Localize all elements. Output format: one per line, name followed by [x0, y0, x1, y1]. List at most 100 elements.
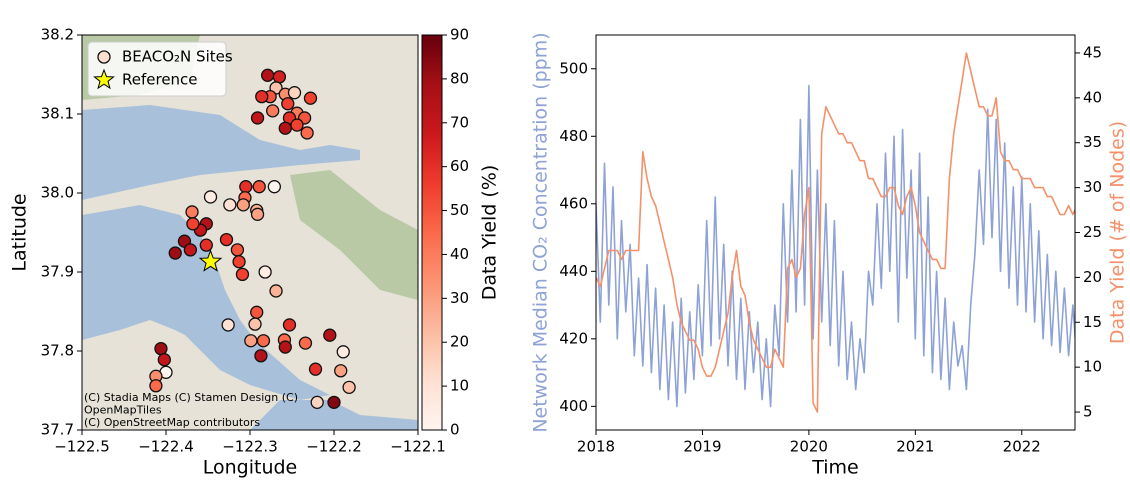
- x-tick-label: 2019: [683, 438, 721, 456]
- site-marker: [327, 395, 341, 410]
- map-background: [82, 35, 418, 430]
- site-marker: [244, 334, 258, 348]
- y-tick-label: 400: [559, 397, 588, 415]
- site-marker: [157, 353, 171, 367]
- y2-tick-label: 30: [1083, 178, 1102, 196]
- site-marker: [223, 198, 237, 212]
- site-marker: [282, 318, 297, 332]
- x-axis-title: Longitude: [203, 457, 298, 479]
- colorbar-tick-label: 10: [450, 377, 469, 395]
- site-marker: [239, 180, 253, 194]
- site-marker: [323, 328, 337, 342]
- y-tick-label: 38.2: [41, 26, 74, 44]
- y2-tick-label: 10: [1083, 358, 1102, 376]
- colorbar-tick-label: 20: [450, 333, 469, 351]
- site-marker: [168, 246, 182, 260]
- site-marker: [272, 70, 287, 84]
- site-marker: [260, 68, 275, 82]
- site-marker: [154, 341, 168, 356]
- y-tick-label: 460: [559, 194, 588, 212]
- y-tick-label: 500: [559, 59, 588, 77]
- site-marker: [248, 317, 262, 331]
- water: [250, 400, 418, 430]
- site-marker: [219, 232, 234, 247]
- site-marker: [252, 180, 266, 194]
- x-tick-label: 2021: [896, 438, 934, 456]
- y-tick-label: 38.0: [41, 184, 74, 202]
- x-tick-label: 2020: [790, 438, 828, 456]
- site-marker: [278, 340, 292, 354]
- map-points: [149, 68, 356, 410]
- site-marker: [258, 265, 272, 279]
- y-axis-title: Latitude: [9, 193, 31, 271]
- map-attribution: (C) OpenStreetMap contributors: [84, 416, 260, 429]
- y2-tick-label: 45: [1083, 43, 1102, 61]
- x-tick-label: −122.5: [54, 438, 110, 456]
- site-marker: [334, 364, 348, 378]
- x-tick-label: −122.1: [390, 438, 446, 456]
- water: [82, 105, 360, 200]
- site-marker: [183, 243, 198, 257]
- y2-axis-title: Data Yield (# of Nodes): [1107, 121, 1129, 344]
- y-tick-label: 440: [559, 262, 588, 280]
- hills: [290, 170, 418, 300]
- site-marker: [281, 97, 295, 111]
- yield-line: [596, 52, 1075, 413]
- y-axis-title: Network Median CO₂ Concentration (ppm): [530, 32, 552, 432]
- site-marker: [298, 336, 313, 350]
- colorbar-tick-label: 0: [450, 421, 460, 439]
- site-marker: [250, 305, 264, 319]
- colorbar-tick-label: 50: [450, 201, 469, 219]
- legend-label: Reference: [122, 71, 198, 89]
- series-group: [596, 52, 1075, 413]
- site-marker: [269, 284, 283, 298]
- site-marker: [254, 349, 268, 363]
- site-marker: [310, 395, 324, 410]
- site-marker: [185, 205, 199, 219]
- y2-tick-label: 25: [1083, 223, 1102, 241]
- site-marker: [308, 362, 323, 376]
- site-marker: [221, 318, 235, 332]
- colorbar-tick-label: 80: [450, 69, 469, 87]
- site-marker: [303, 91, 318, 105]
- site-marker: [149, 379, 163, 393]
- y2-tick-label: 5: [1083, 403, 1093, 421]
- site-marker: [256, 334, 271, 348]
- x-tick-label: 2022: [1003, 438, 1041, 456]
- site-marker: [300, 126, 314, 140]
- y2-tick-label: 15: [1083, 313, 1102, 331]
- y-tick-label: 420: [559, 329, 588, 347]
- water: [82, 205, 330, 400]
- map-attribution: OpenMapTiles: [84, 404, 162, 417]
- site-marker: [236, 198, 250, 212]
- site-marker: [186, 217, 200, 231]
- y-tick-label: 480: [559, 127, 588, 145]
- colorbar-tick-label: 40: [450, 245, 469, 263]
- colorbar-tick-label: 70: [450, 113, 469, 131]
- colorbar-tick-label: 30: [450, 289, 469, 307]
- site-marker: [287, 86, 302, 100]
- colorbar-title: Data Yield (%): [479, 165, 501, 301]
- x-tick-label: 2018: [577, 438, 615, 456]
- y2-tick-label: 35: [1083, 133, 1102, 151]
- site-marker: [199, 238, 213, 252]
- colorbar-tick-label: 90: [450, 26, 469, 44]
- site-marker: [203, 190, 218, 204]
- y-tick-label: 37.8: [41, 342, 74, 360]
- legend-marker: [97, 50, 111, 64]
- site-marker: [250, 111, 265, 125]
- x-tick-label: −122.2: [306, 438, 362, 456]
- legend-marker: [93, 68, 115, 90]
- y2-tick-label: 40: [1083, 88, 1102, 106]
- colorbar: [421, 34, 443, 431]
- co2-line: [596, 84, 1075, 408]
- legend-box: [87, 41, 227, 97]
- legend-label: BEACO₂N Sites: [122, 48, 233, 66]
- site-marker: [230, 243, 245, 257]
- y-tick-label: 37.9: [41, 263, 74, 281]
- site-marker: [267, 180, 282, 194]
- y2-tick-label: 20: [1083, 268, 1102, 286]
- map-attribution: (C) Stadia Maps (C) Stamen Design (C): [84, 391, 298, 404]
- site-marker: [235, 267, 250, 282]
